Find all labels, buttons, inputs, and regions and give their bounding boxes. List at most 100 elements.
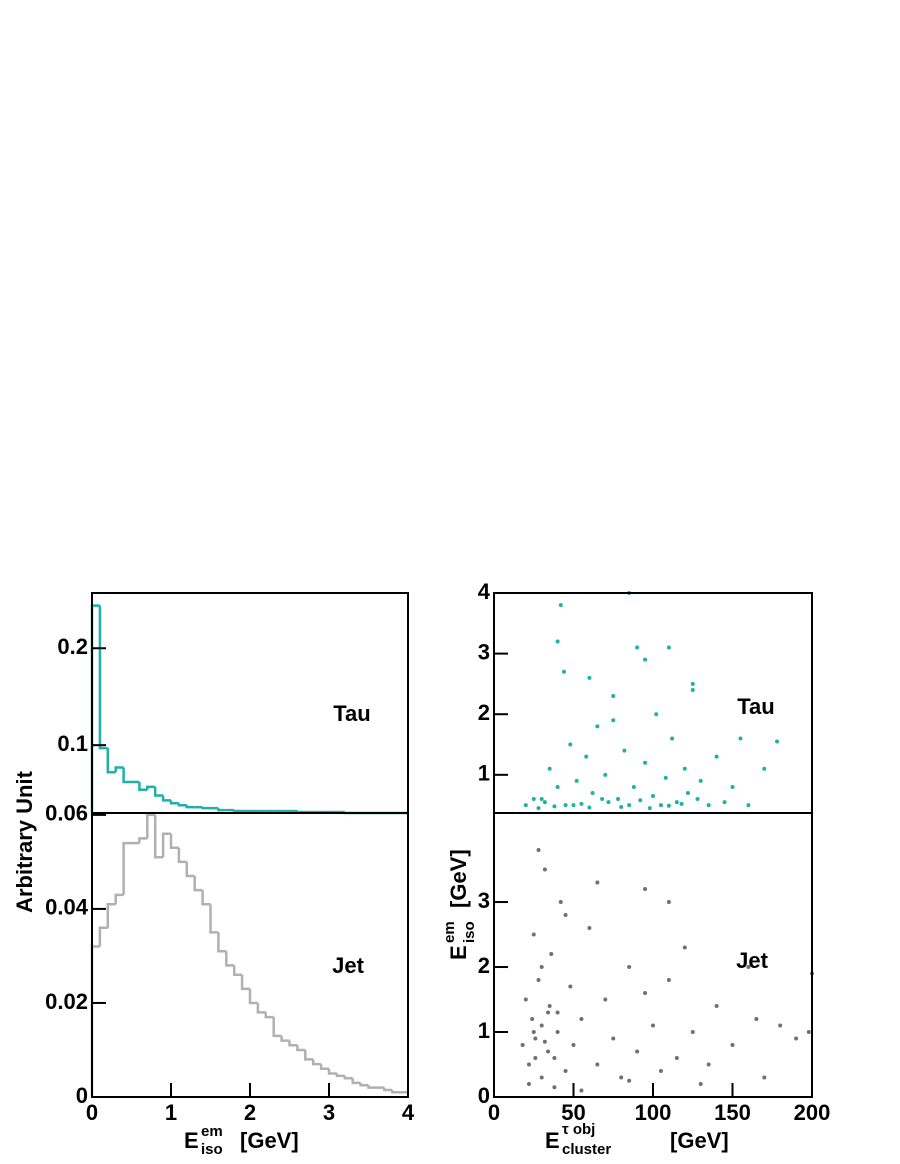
y-tick-label: 0.06	[45, 801, 88, 826]
x-axis-label-sub: iso	[201, 1141, 223, 1158]
histogram-bin	[280, 1035, 290, 1042]
scatter-point	[603, 772, 608, 777]
y-tick-label: 0	[76, 1083, 88, 1108]
x-axis-label-sub: cluster	[562, 1141, 611, 1158]
scatter-point	[663, 775, 668, 780]
scatter-point	[536, 848, 541, 853]
histogram-bin	[225, 951, 235, 967]
scatter-point	[563, 1069, 568, 1074]
scatter-point	[658, 1069, 663, 1074]
scatter-point	[531, 797, 536, 802]
scatter-point	[587, 675, 592, 680]
scatter-point	[531, 1030, 536, 1035]
scatter-point	[806, 1030, 811, 1035]
scatter-point	[539, 1023, 544, 1028]
scatter-point	[706, 803, 711, 808]
histogram-bin	[185, 861, 195, 878]
scatter-point	[714, 1004, 719, 1009]
y-tick-label: 4	[478, 579, 491, 604]
x-axis-label: E	[184, 1128, 199, 1153]
scatter-point	[595, 1062, 600, 1067]
histogram-bin	[383, 1087, 393, 1092]
scatter-point	[706, 1062, 711, 1067]
y-axis-label-unit: [GeV]	[446, 849, 471, 908]
scatter-point	[523, 997, 528, 1002]
scatter-point	[775, 739, 780, 744]
y-tick-label: 1	[478, 1018, 490, 1043]
scatter-point	[558, 900, 563, 905]
histogram-bin	[256, 1002, 266, 1014]
scatter-point	[568, 742, 573, 747]
scatter-point	[722, 800, 727, 805]
scatter-point	[539, 1075, 544, 1080]
scatter-point	[549, 952, 554, 957]
scatter-point	[533, 1036, 538, 1041]
scatter-point	[622, 748, 627, 753]
histogram-bin	[264, 1012, 274, 1019]
scatter-point	[526, 1062, 531, 1067]
histogram-bin	[106, 902, 116, 928]
scatter-point	[638, 798, 643, 803]
scatter-point	[619, 1075, 624, 1080]
annotation: Jet	[736, 948, 768, 973]
histogram-bin	[90, 945, 100, 1097]
histogram-bin	[122, 841, 132, 895]
scatter-point	[746, 803, 751, 808]
histogram-bin	[201, 806, 211, 810]
scatter-point	[603, 997, 608, 1002]
y-tick-label: 0.04	[45, 895, 89, 920]
histogram-bin	[319, 1064, 329, 1071]
scatter-point	[746, 965, 751, 970]
scatter-point	[552, 1056, 557, 1061]
x-axis-label-unit: [GeV]	[670, 1128, 729, 1153]
x-tick-label: 1	[165, 1100, 177, 1125]
scatter-point	[579, 1017, 584, 1022]
histogram-bin	[161, 832, 171, 858]
scatter-point	[690, 1030, 695, 1035]
scatter-point	[611, 718, 616, 723]
histogram-bin	[161, 795, 171, 802]
scatter-point	[606, 800, 611, 805]
histogram-bin	[114, 893, 124, 905]
scatter-point	[579, 801, 584, 806]
scatter-point	[584, 754, 589, 759]
scatter-point	[587, 926, 592, 931]
scatter-point	[666, 900, 671, 905]
scatter-point	[658, 803, 663, 808]
x-tick-label: 200	[794, 1100, 831, 1125]
histogram-bin	[122, 767, 132, 784]
histogram-bin	[169, 800, 179, 805]
scatter-point	[523, 803, 528, 808]
scatter-point	[643, 887, 648, 892]
scatter-point	[555, 784, 560, 789]
scatter-point	[627, 1078, 632, 1083]
histogram-bin	[209, 904, 219, 934]
histogram-bin	[304, 1049, 314, 1061]
scatter-point	[762, 766, 767, 771]
scatter-point	[558, 603, 563, 608]
histogram-bin	[359, 1082, 369, 1087]
histogram-bin	[272, 1017, 282, 1038]
y-axis-label-sub: iso	[461, 921, 478, 943]
scatter-point	[674, 1056, 679, 1061]
scatter-point	[563, 913, 568, 918]
y-axis-label-sup: em	[441, 921, 458, 943]
scatter-point	[647, 806, 652, 811]
x-tick-label: 0	[86, 1100, 98, 1125]
histogram-bin	[177, 803, 187, 807]
scatter-point	[643, 760, 648, 765]
y-tick-label: 0	[478, 1083, 490, 1108]
scatter-point	[794, 1036, 799, 1041]
scatter-point	[730, 784, 735, 789]
histogram-bin	[98, 605, 108, 750]
histogram-bin	[335, 1073, 345, 1078]
annotation: Tau	[333, 701, 370, 726]
scatter-point	[531, 932, 536, 937]
histogram-bin	[232, 809, 243, 813]
scatter-point	[552, 1085, 557, 1090]
scatter-point	[690, 687, 695, 692]
scatter-point	[611, 694, 616, 699]
histogram-bin	[390, 1089, 401, 1094]
scatter-point	[533, 1056, 538, 1061]
